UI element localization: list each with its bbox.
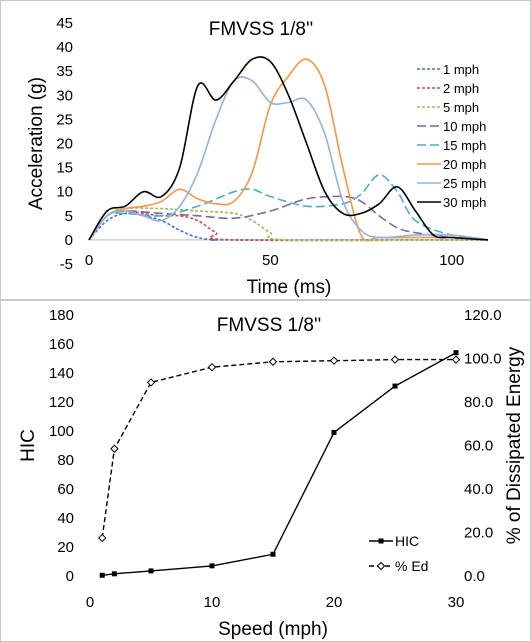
x-tick-label: 50 [262, 252, 279, 269]
series-line [88, 58, 489, 242]
y-axis-title: HIC [18, 429, 39, 462]
y-tick-label: 160 [49, 336, 74, 353]
data-point-diamond [110, 444, 119, 453]
series-line [102, 352, 457, 576]
y-tick-label: 25 [56, 111, 73, 128]
x-tick-label: 0 [86, 594, 94, 611]
y-tick-label: 80 [57, 452, 74, 469]
y-tick-label: 10 [56, 184, 73, 201]
data-point-diamond [97, 533, 107, 543]
data-point-diamond [390, 355, 400, 364]
y-tick-label: 35 [56, 63, 73, 80]
legend-label: 1 mph [443, 62, 479, 77]
y2-tick-label: 80.0 [464, 394, 493, 411]
y2-tick-label: 120.0 [464, 307, 502, 324]
y-tick-label: 15 [56, 160, 73, 177]
y-tick-label: 5 [65, 208, 73, 225]
series-line [88, 76, 489, 241]
y-axis-title: Acceleration (g) [26, 77, 47, 210]
data-point-square [270, 551, 276, 557]
y2-tick-label: 0.0 [464, 568, 485, 585]
x-tick-label: 100 [439, 252, 464, 269]
y-tick-label: 30 [56, 87, 73, 104]
legend-label: 10 mph [443, 119, 486, 134]
y-tick-label: 45 [56, 15, 73, 32]
x-axis-title: Speed (mph) [218, 619, 328, 640]
y2-tick-label: 100.0 [464, 351, 502, 368]
data-point-diamond [268, 357, 278, 366]
legend-marker [376, 561, 386, 571]
data-point-diamond [207, 362, 217, 372]
x-axis-title: Time (ms) [247, 277, 332, 298]
y2-tick-label: 60.0 [464, 438, 493, 455]
hic-chart-panel: 0 20 40 60 80 100 120 140 160 180 0.0 20.0 40.0 60.0 8… [0, 300, 531, 642]
acceleration-chart-panel: -5 0 5 10 15 20 25 30 35 40 45 0 50 100 Acceleration (… [0, 0, 531, 300]
data-point-square [148, 568, 154, 574]
y-tick-label: 0 [65, 232, 73, 249]
y2-tick-label: 40.0 [464, 481, 493, 498]
data-point-square [331, 429, 337, 435]
data-point-diamond [146, 378, 156, 387]
legend-label: 20 mph [443, 157, 486, 172]
legend-label: 15 mph [443, 138, 486, 153]
y-tick-label: 40 [56, 39, 73, 56]
y-tick-label: 120 [49, 394, 74, 411]
y-tick-label: 100 [49, 423, 74, 440]
series-line [88, 195, 489, 241]
series-line [88, 210, 489, 242]
y-tick-label: 20 [56, 136, 73, 153]
legend-label: 30 mph [443, 195, 486, 210]
y-tick-label: -5 [60, 256, 73, 273]
y-tick-label: 180 [49, 307, 74, 324]
data-point-diamond [329, 356, 339, 365]
chart-title: FMVSS 1/8'' [209, 19, 313, 40]
y-tick-label: 60 [57, 481, 74, 498]
x-tick-label: 10 [204, 594, 221, 611]
x-tick-label: 0 [85, 252, 93, 269]
y2-tick-label: 20.0 [464, 525, 493, 542]
series-line [101, 358, 456, 538]
hic-energy-chart: 0204060801001201401601800.020.040.060.08… [18, 307, 525, 640]
y-tick-label: 40 [57, 510, 74, 527]
series-line [88, 56, 489, 241]
legend-label: 25 mph [443, 176, 486, 191]
y-tick-label: 140 [49, 365, 74, 382]
y-tick-label: 0 [66, 568, 74, 585]
x-tick-label: 30 [448, 594, 465, 611]
y2-axis-title: % of Dissipated Energy [504, 346, 525, 544]
legend-marker [378, 538, 384, 544]
data-point-diamond [451, 355, 461, 364]
data-point-square [392, 383, 398, 389]
acceleration-chart: -5 0 5 10 15 20 25 30 35 40 45 0 50 100 Acceleration (… [26, 15, 489, 298]
data-point-square [111, 571, 117, 577]
x-tick-label: 20 [326, 594, 343, 611]
legend-label: 5 mph [443, 100, 479, 115]
data-point-square [209, 563, 215, 569]
chart-title: FMVSS 1/8'' [217, 315, 321, 336]
legend-label: % Ed [395, 558, 428, 574]
legend-label: HIC [395, 533, 419, 549]
data-point-square [99, 572, 105, 578]
legend-label: 2 mph [443, 81, 479, 96]
data-point-square [453, 350, 459, 356]
y-tick-label: 20 [57, 539, 74, 556]
